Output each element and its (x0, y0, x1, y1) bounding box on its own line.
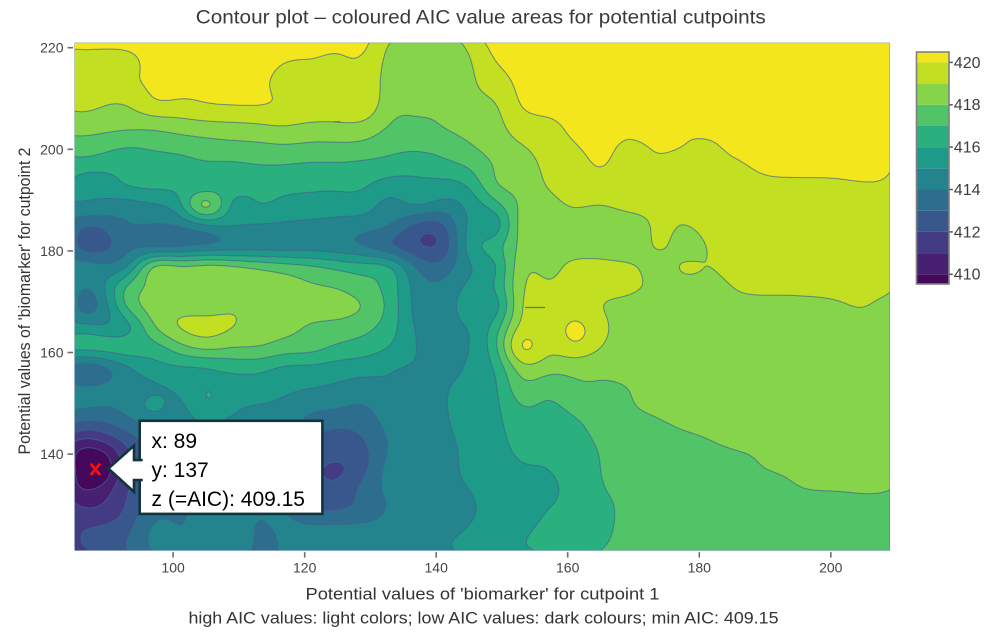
svg-text:160: 160 (556, 560, 580, 576)
svg-text:418: 418 (954, 97, 981, 114)
svg-text:420: 420 (954, 55, 981, 72)
svg-text:220: 220 (40, 40, 64, 56)
svg-text:410: 410 (954, 267, 981, 284)
svg-text:200: 200 (40, 141, 64, 157)
svg-text:z (=AIC): 409.15: z (=AIC): 409.15 (152, 488, 306, 511)
svg-text:120: 120 (293, 560, 317, 576)
svg-text:140: 140 (425, 560, 449, 576)
svg-text:Contour plot – coloured AIC va: Contour plot – coloured AIC value areas … (196, 7, 766, 29)
svg-text:y: 137: y: 137 (152, 459, 209, 482)
svg-text:140: 140 (40, 446, 64, 462)
svg-text:Potential values of 'biomarker: Potential values of 'biomarker' for cutp… (16, 148, 34, 455)
svg-text:414: 414 (954, 182, 981, 199)
svg-text:Potential values of 'biomarker: Potential values of 'biomarker' for cutp… (306, 585, 660, 604)
svg-text:180: 180 (40, 243, 64, 259)
svg-text:412: 412 (954, 224, 981, 241)
svg-text:x: 89: x: 89 (152, 430, 198, 453)
svg-text:high AIC values: light colors;: high AIC values: light colors; low AIC v… (189, 608, 779, 627)
svg-text:200: 200 (819, 560, 843, 576)
svg-text:180: 180 (688, 560, 712, 576)
svg-text:100: 100 (161, 560, 185, 576)
svg-text:416: 416 (954, 140, 981, 157)
svg-text:160: 160 (40, 345, 64, 361)
